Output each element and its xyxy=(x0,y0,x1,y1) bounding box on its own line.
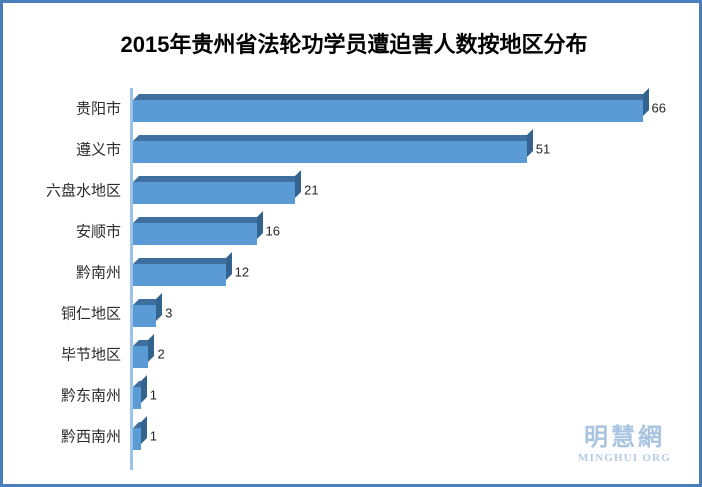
category-label: 黔东南州 xyxy=(60,388,121,404)
bar-row: 毕节地区 2 xyxy=(3,333,699,374)
bar-side-face xyxy=(642,87,649,116)
bar-row: 贵阳市 66 xyxy=(3,87,699,128)
watermark-chinese-text: 明慧網 xyxy=(584,424,666,451)
bar xyxy=(133,333,155,368)
bar-side-face xyxy=(295,169,302,198)
bar xyxy=(133,128,533,163)
bar-front-face xyxy=(133,222,257,245)
bar-front-face xyxy=(133,345,149,368)
bar-value-label: 2 xyxy=(157,346,165,361)
bar-side-face xyxy=(148,333,155,362)
bar-value-label: 3 xyxy=(165,305,173,320)
plot-area: 贵阳市 66 遵义市 51 六盘水地区 21 安顺市 16 黔南州 12 铜仁地区 3 毕节地区 2 黔东南… xyxy=(3,83,699,478)
watermark: 明慧網 MINGHUI ORG xyxy=(578,424,671,464)
page-title: 2015年贵州省法轮功学员遭迫害人数按地区分布 xyxy=(120,32,588,57)
bar xyxy=(133,169,302,204)
watermark-english-text: MINGHUI ORG xyxy=(578,452,671,464)
bar-side-face xyxy=(156,292,163,321)
category-label: 铜仁地区 xyxy=(60,306,121,322)
bar-front-face xyxy=(133,427,141,450)
bar-row: 黔南州 12 xyxy=(3,251,699,292)
bar-front-face xyxy=(133,140,527,163)
bar-value-label: 51 xyxy=(535,141,551,156)
bar-value-label: 12 xyxy=(234,264,250,279)
bar-row: 铜仁地区 3 xyxy=(3,292,699,333)
bar-row: 遵义市 51 xyxy=(3,128,699,169)
bar-front-face xyxy=(133,181,296,204)
bar-value-label: 1 xyxy=(149,387,157,402)
bar xyxy=(133,415,147,450)
category-label: 安顺市 xyxy=(75,224,121,240)
category-label: 六盘水地区 xyxy=(45,183,121,199)
bar xyxy=(133,292,163,327)
category-label: 遵义市 xyxy=(75,142,121,158)
bar-value-label: 66 xyxy=(651,100,666,115)
bar-value-label: 16 xyxy=(265,223,280,238)
bar-side-face xyxy=(256,210,263,239)
bar xyxy=(133,87,649,122)
bar-row: 黔西南州 1 xyxy=(3,415,699,456)
bar-row: 安顺市 16 xyxy=(3,210,699,251)
category-label: 贵阳市 xyxy=(75,101,121,117)
bar-row: 黔东南州 1 xyxy=(3,374,699,415)
bar-front-face xyxy=(133,386,141,409)
bar xyxy=(133,210,263,245)
bar-row: 六盘水地区 21 xyxy=(3,169,699,210)
bar-side-face xyxy=(526,128,533,157)
bar-front-face xyxy=(133,99,643,122)
bar xyxy=(133,251,232,286)
bar-value-label: 1 xyxy=(149,428,157,443)
bar-side-face xyxy=(140,374,147,403)
bar-side-face xyxy=(225,251,232,280)
category-label: 黔西南州 xyxy=(60,429,121,445)
bar-front-face xyxy=(133,304,157,327)
bar-front-face xyxy=(133,263,226,286)
category-axis-line xyxy=(130,88,133,470)
bar xyxy=(133,374,147,409)
bar-value-label: 21 xyxy=(304,182,319,197)
category-label: 毕节地区 xyxy=(60,347,121,363)
category-label: 黔南州 xyxy=(75,265,121,281)
bar-side-face xyxy=(140,415,147,444)
